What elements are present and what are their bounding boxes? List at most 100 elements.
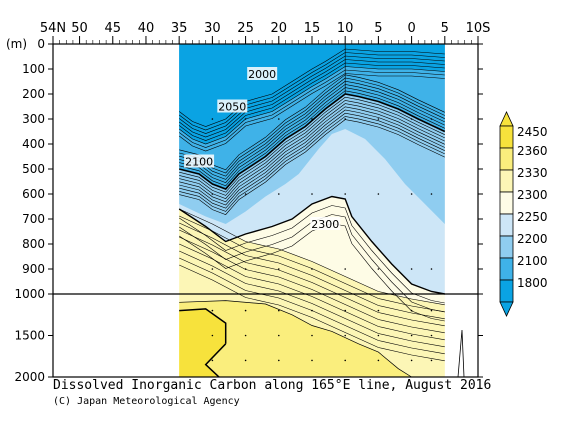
contour-thermocline [179, 116, 445, 212]
contour-label-bg [310, 217, 341, 230]
contour-label: 2300 [311, 218, 339, 231]
y-tick-label: 300 [22, 112, 45, 126]
sample-dot [311, 309, 313, 312]
y-tick-label: 1500 [14, 329, 45, 343]
contour-label: 2050 [218, 101, 246, 114]
sample-dot [211, 359, 214, 362]
band-2360-2450 [179, 300, 412, 377]
y-tick-label: 700 [22, 212, 45, 226]
contour-thermocline [179, 77, 445, 174]
sample-dot [430, 334, 433, 337]
chart-title: Dissolved Inorganic Carbon along 165°E l… [53, 378, 492, 393]
contour-upper [179, 59, 445, 138]
x-tick-label: 45 [104, 21, 121, 36]
y-tick-label: 0 [37, 37, 45, 51]
colorbar-label: 2360 [517, 144, 548, 158]
x-axis: 54N 50 45 40 35 30 25 20 15 10 5 0 5 10S [40, 21, 490, 44]
contour-upper [179, 55, 445, 134]
contour-deep [179, 208, 445, 306]
sample-dot [377, 334, 380, 337]
colorbar-label: 1800 [517, 276, 548, 290]
sample-dot [278, 359, 280, 362]
colorbar-label: 2330 [517, 166, 548, 180]
band-above-2450 [179, 308, 226, 377]
colorbar-swatch [499, 191, 514, 215]
sample-dot [244, 359, 247, 362]
colorbar-label: 2250 [517, 210, 548, 224]
x-tick-label: 25 [237, 21, 254, 36]
sample-dot [377, 118, 380, 120]
sample-dot [211, 309, 214, 312]
contour-thermocline [179, 84, 445, 180]
y-tick-label: 100 [22, 62, 45, 76]
colorbar-label: 2100 [517, 254, 548, 268]
colorbar-swatch [499, 235, 514, 259]
contour-2300 [179, 205, 445, 304]
x-tick-label: 15 [304, 21, 321, 36]
sample-dot [377, 193, 380, 195]
sample-dot [410, 118, 413, 120]
y-tick-label: 200 [22, 87, 45, 101]
sample-dot [244, 193, 247, 195]
colorbar-swatch [499, 279, 514, 303]
sample-dot [244, 118, 247, 120]
x-tick-label: 5 [441, 21, 449, 36]
sample-dot [430, 359, 433, 362]
contour-upper [179, 66, 445, 145]
sample-dot [311, 359, 313, 362]
bottom-spike [457, 329, 465, 378]
sample-dot [410, 193, 413, 195]
sample-dot [430, 268, 433, 270]
sample-dot [278, 118, 280, 120]
y-tick-label: 900 [22, 262, 45, 276]
contour-labels: 2000 2050 2100 2300 [184, 67, 341, 231]
sample-dot [278, 193, 280, 195]
contour-upper [179, 48, 445, 127]
sample-dot [211, 193, 214, 195]
contour-thermocline [179, 103, 445, 199]
contour-thermocline [179, 96, 445, 193]
sample-dot [344, 268, 347, 270]
colorbar-label: 2200 [517, 232, 548, 246]
contour-deep [179, 264, 445, 362]
sample-dot [211, 268, 214, 270]
sample-dot [311, 193, 313, 195]
sample-dot [344, 334, 347, 337]
sample-dot [344, 118, 347, 120]
contour-thermocline [179, 112, 445, 209]
sample-dot [244, 309, 247, 312]
contour-upper [179, 52, 445, 131]
sample-dot [311, 118, 313, 120]
contour-upper [179, 73, 445, 152]
contour-label: 2000 [248, 68, 276, 81]
sample-dot [430, 309, 433, 312]
contour-deep [179, 229, 445, 327]
contour-thermocline [179, 119, 445, 215]
contour-label: 2100 [185, 156, 213, 169]
colorbar-arrow-bottom [499, 301, 514, 317]
sample-dot [211, 118, 214, 120]
colorbar-swatch [499, 125, 514, 149]
sample-dot [211, 334, 214, 337]
sample-dot [410, 268, 413, 270]
dic-filled-bands [179, 44, 445, 377]
contour-label-bg [184, 154, 215, 168]
sample-dot [278, 309, 280, 312]
sample-dot [430, 193, 433, 195]
sample-dot [311, 334, 313, 337]
sample-dot [377, 359, 380, 362]
contour-thermocline [179, 90, 445, 187]
colorbar-swatch [499, 169, 514, 193]
sample-dot [377, 268, 380, 270]
contour-2300 [178, 195, 445, 295]
contour-deep [179, 236, 445, 334]
contour-deep [179, 250, 445, 348]
x-tick-label: 5 [374, 21, 382, 36]
sample-dot [377, 309, 380, 312]
y-tick-label: 600 [22, 187, 45, 201]
dic-contour-lines [178, 44, 446, 377]
y-tick-label: 800 [22, 237, 45, 251]
contour-2300 [179, 214, 445, 313]
contour-2450 [204, 343, 227, 377]
